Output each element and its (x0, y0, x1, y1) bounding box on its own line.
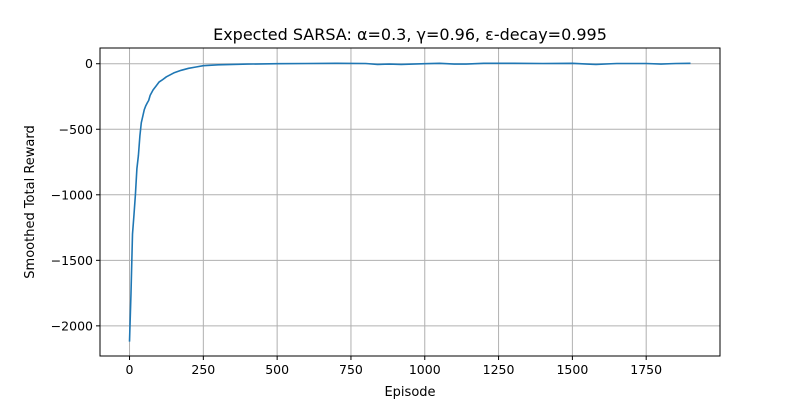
x-tick-label: 500 (265, 362, 289, 377)
x-tick-label: 1000 (409, 362, 441, 377)
x-tick-label: 0 (126, 362, 134, 377)
y-tick-label: −500 (59, 122, 93, 137)
series-line (128, 62, 691, 342)
y-tick-label: 0 (85, 56, 93, 71)
x-tick-label: 1250 (483, 362, 515, 377)
axis-ticks: 0 250 500 750 1000 1250 1500 1750 0 −500 −1000 −150… (51, 56, 662, 377)
y-axis-label: Smoothed Total Reward (23, 125, 38, 278)
x-tick-label: 250 (191, 362, 215, 377)
x-tick-label: 1500 (556, 362, 588, 377)
y-tick-label: −1500 (51, 253, 93, 268)
y-tick-label: −2000 (51, 318, 93, 333)
series-layer (128, 62, 691, 342)
y-tick-label: −1000 (51, 187, 93, 202)
x-tick-label: 1750 (630, 362, 662, 377)
chart-title: Expected SARSA: α=0.3, γ=0.96, ε-decay=0… (213, 25, 607, 44)
x-tick-label: 750 (339, 362, 363, 377)
plot-frame (99, 47, 721, 357)
x-axis-label: Episode (384, 385, 435, 400)
